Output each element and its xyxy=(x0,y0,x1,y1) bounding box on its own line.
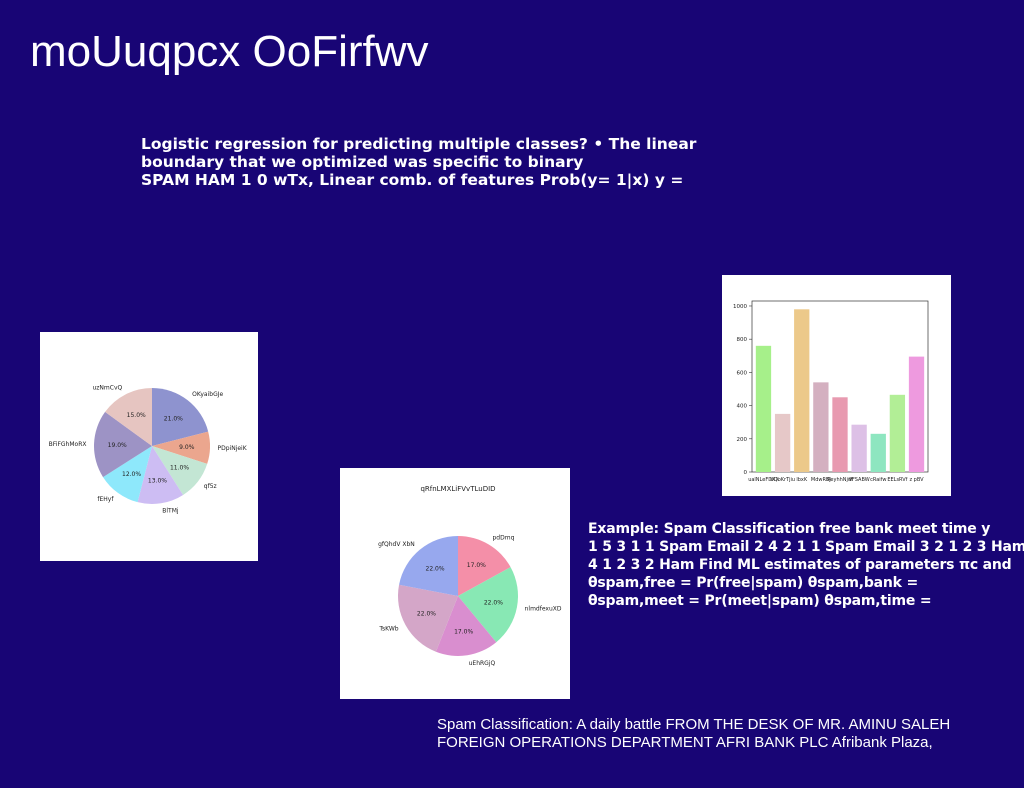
pie-title: qRfnLMXLiFVvTLuDID xyxy=(420,485,495,493)
bar xyxy=(889,394,906,472)
pie-pct-label: 12.0% xyxy=(122,471,141,478)
x-tick-label: EELsRVf xyxy=(887,477,907,483)
intro-line: SPAM HAM 1 0 wTx, Linear comb. of featur… xyxy=(141,171,684,189)
pie-pct-label: 22.0% xyxy=(426,565,445,572)
pie-pct-label: 11.0% xyxy=(170,464,189,471)
y-tick-label: 200 xyxy=(737,437,748,443)
pie-slice xyxy=(152,388,209,446)
pie-pct-label: 15.0% xyxy=(127,412,146,419)
y-tick-label: 0 xyxy=(744,470,748,476)
bar xyxy=(908,356,925,472)
pie-slice xyxy=(152,431,210,464)
pie-slice-label: qf5z xyxy=(204,483,217,490)
intro-line: boundary that we optimized was specific … xyxy=(141,153,584,171)
pie-slice-label: uEhRGjQ xyxy=(469,660,496,667)
pie-slice-label: PDpiNjeiK xyxy=(218,445,248,452)
example-line: 1 5 3 1 1 Spam Email 2 4 2 1 1 Spam Emai… xyxy=(588,539,1024,555)
pie-slice xyxy=(435,596,497,656)
y-tick-label: 600 xyxy=(737,370,748,376)
pie-slice xyxy=(94,411,152,478)
example-line: θspam,free = Pr(free|spam) θspam,bank = xyxy=(588,575,918,591)
x-tick-label: ualNLeFDKX xyxy=(748,477,779,483)
pie-slice xyxy=(105,388,152,446)
y-tick-label: 800 xyxy=(737,337,748,343)
pie-slice-label: TsKWb xyxy=(378,626,398,633)
x-tick-label: VFSABW xyxy=(849,477,870,483)
x-tick-label: UQoKrTjiu xyxy=(770,477,795,483)
bar xyxy=(774,413,791,472)
example-text: Example: Spam Classification free bank m… xyxy=(588,520,1024,610)
x-tick-label: cRaifw xyxy=(870,477,886,483)
pie-chart-2-panel: qRfnLMXLiFVvTLuDID 17.0% pdDmq 22.0% nlmdfex… xyxy=(340,468,570,699)
pie-slice-label: BlTMj xyxy=(162,508,179,515)
x-tick-label: MdwRBJ xyxy=(811,477,831,483)
x-tick-label: z pBV xyxy=(909,477,924,483)
pie-slice-label: uzNmCvQ xyxy=(92,385,122,392)
x-tick-label: ReyhhNjdf xyxy=(827,477,853,483)
pie-chart-1: 21.0% OKyaibGJe 9.0% PDpiNjeiK 11.0% qf5z 13.0… xyxy=(49,385,248,515)
pie-pct-label: 22.0% xyxy=(484,600,503,607)
pie-slice-label: gfQhdV XbN xyxy=(378,541,415,548)
example-line: 4 1 2 3 2 Ham Find ML estimates of param… xyxy=(588,557,1012,573)
bar xyxy=(794,309,810,472)
pie-pct-label: 17.0% xyxy=(467,562,486,569)
pie-pct-label: 22.0% xyxy=(417,610,436,617)
pie-slice xyxy=(137,446,184,504)
intro-line: Logistic regression for predicting multi… xyxy=(141,135,697,153)
footer-line: Spam Classification: A daily battle FROM… xyxy=(437,716,951,733)
bar xyxy=(870,433,886,472)
pie-chart-2: qRfnLMXLiFVvTLuDID 17.0% pdDmq 22.0% nlmdfex… xyxy=(378,485,562,667)
pie-pct-label: 17.0% xyxy=(454,629,473,636)
pie-slice xyxy=(399,536,458,596)
x-tick-label: lbxK xyxy=(796,477,808,483)
bar-chart-panel: 0 200 400 600 800 1000 ualNLeFDKX UQoKrTjiu lbxK… xyxy=(722,275,951,496)
pie-slice xyxy=(152,446,208,495)
bar xyxy=(832,397,848,472)
pie-chart-1-panel: 21.0% OKyaibGJe 9.0% PDpiNjeiK 11.0% qf5z 13.0… xyxy=(40,332,258,561)
pie-slice xyxy=(398,584,458,652)
footer-text: Spam Classification: A daily battle FROM… xyxy=(437,716,950,752)
pie-slice xyxy=(458,567,518,643)
pie-slice xyxy=(103,446,152,503)
pie-slice xyxy=(458,536,511,596)
slide-title: moUuqpcx OoFirfwv xyxy=(30,27,429,76)
pie-pct-label: 9.0% xyxy=(179,444,195,451)
pie-slice-label: fEHyf xyxy=(97,496,114,503)
pie-slice-label: OKyaibGJe xyxy=(192,391,223,398)
pie-pct-label: 21.0% xyxy=(164,416,183,423)
pie-slice-label: pdDmq xyxy=(493,535,515,542)
pie-slice-label: nlmdfexuXD xyxy=(525,606,562,613)
bar xyxy=(851,424,867,472)
pie-slice-label: BFiFGhMoRX xyxy=(49,441,87,448)
y-tick-label: 1000 xyxy=(733,304,747,310)
pie-pct-label: 13.0% xyxy=(148,477,167,484)
example-line: θspam,meet = Pr(meet|spam) θspam,time = xyxy=(588,593,932,609)
y-tick-label: 400 xyxy=(737,404,748,410)
bar xyxy=(755,345,772,472)
bar xyxy=(813,382,829,472)
pie-pct-label: 19.0% xyxy=(108,442,127,449)
footer-line: FOREIGN OPERATIONS DEPARTMENT AFRI BANK … xyxy=(437,734,933,751)
example-line: Example: Spam Classification free bank m… xyxy=(588,521,991,537)
intro-text: Logistic regression for predicting multi… xyxy=(141,135,761,189)
